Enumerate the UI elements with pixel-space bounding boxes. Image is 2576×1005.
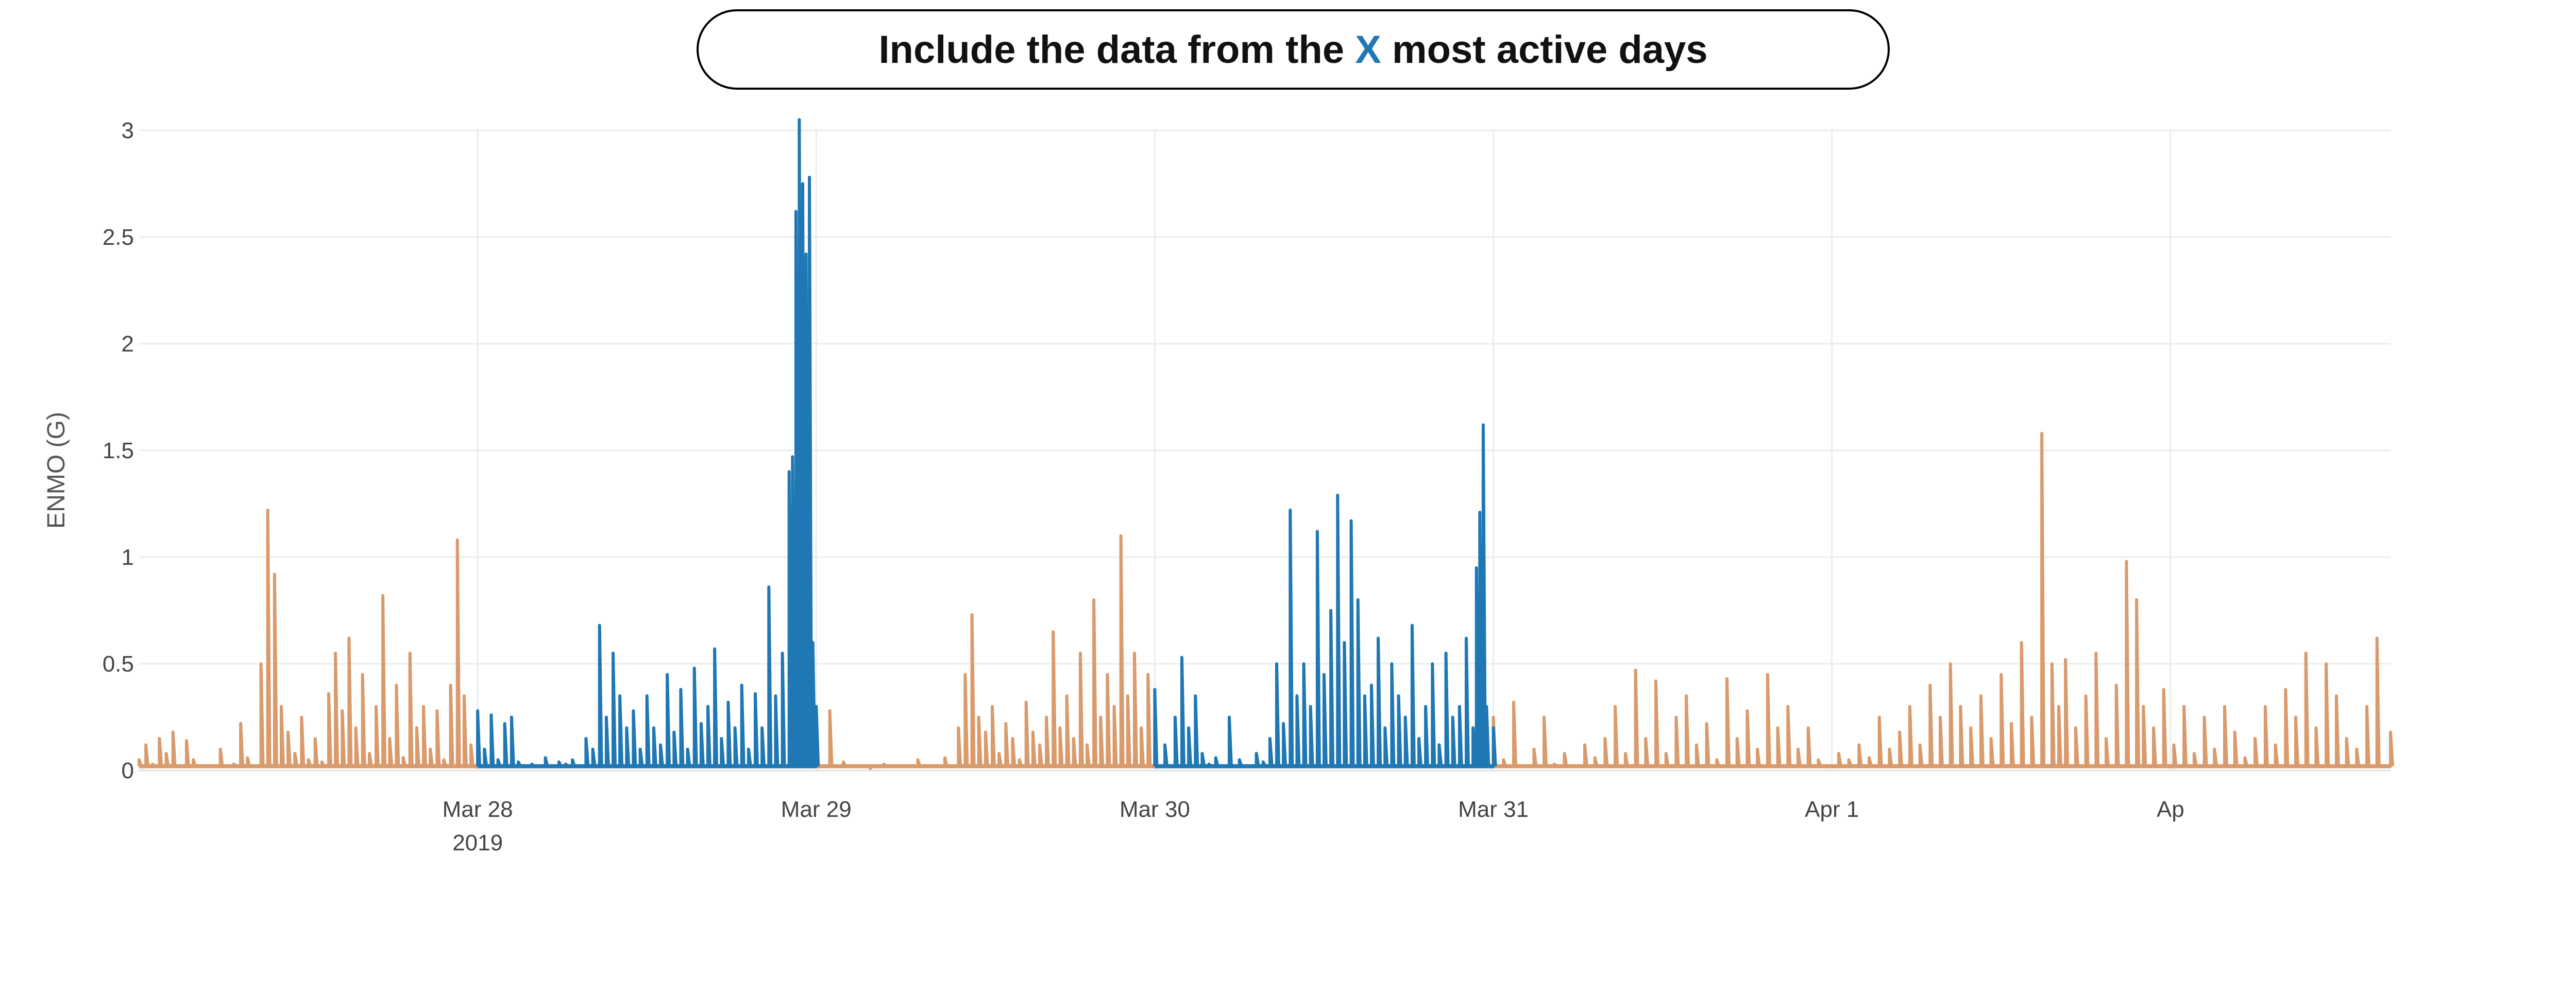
series-line-segment bbox=[1153, 423, 1497, 768]
x-tick-label: Mar 29 bbox=[781, 797, 852, 822]
title-text-before: Include the data from the bbox=[878, 27, 1355, 72]
axes: 0 0.5 1 1.5 2 2.5 3 Mar 28 2019 Mar 29 Mar 30 Mar 3… bbox=[103, 118, 2391, 856]
x-tick-label: Ap bbox=[2157, 797, 2184, 822]
most-active-days-series bbox=[476, 118, 1497, 768]
series-line-segment bbox=[815, 534, 1159, 770]
title-text-after: most active days bbox=[1381, 27, 1708, 72]
y-tick-label: 0 bbox=[122, 758, 134, 783]
x-tick-label: Apr 1 bbox=[1805, 797, 1859, 822]
y-tick-label: 1 bbox=[122, 545, 134, 570]
series-layer bbox=[138, 118, 2394, 770]
y-tick-label: 1.5 bbox=[103, 438, 134, 463]
chart-title-banner: Include the data from the X most active … bbox=[697, 9, 1890, 90]
x-tick-label: Mar 28 bbox=[443, 797, 513, 822]
x-tick-label: Mar 30 bbox=[1120, 797, 1190, 822]
series-line-segment bbox=[138, 508, 481, 768]
series-line-segment bbox=[1492, 431, 2394, 768]
y-tick-label: 2 bbox=[122, 331, 134, 357]
y-tick-label: 2.5 bbox=[103, 225, 134, 250]
y-tick-label: 3 bbox=[122, 118, 134, 143]
y-tick-label: 0.5 bbox=[103, 651, 134, 677]
series-line-segment bbox=[476, 118, 820, 768]
title-highlight-x: X bbox=[1355, 27, 1381, 72]
x-tick-sublabel: 2019 bbox=[452, 830, 503, 856]
x-tick-label: Mar 31 bbox=[1458, 797, 1529, 822]
y-axis-title: ENMO (G) bbox=[43, 412, 70, 529]
less-active-days-series bbox=[138, 431, 2394, 770]
